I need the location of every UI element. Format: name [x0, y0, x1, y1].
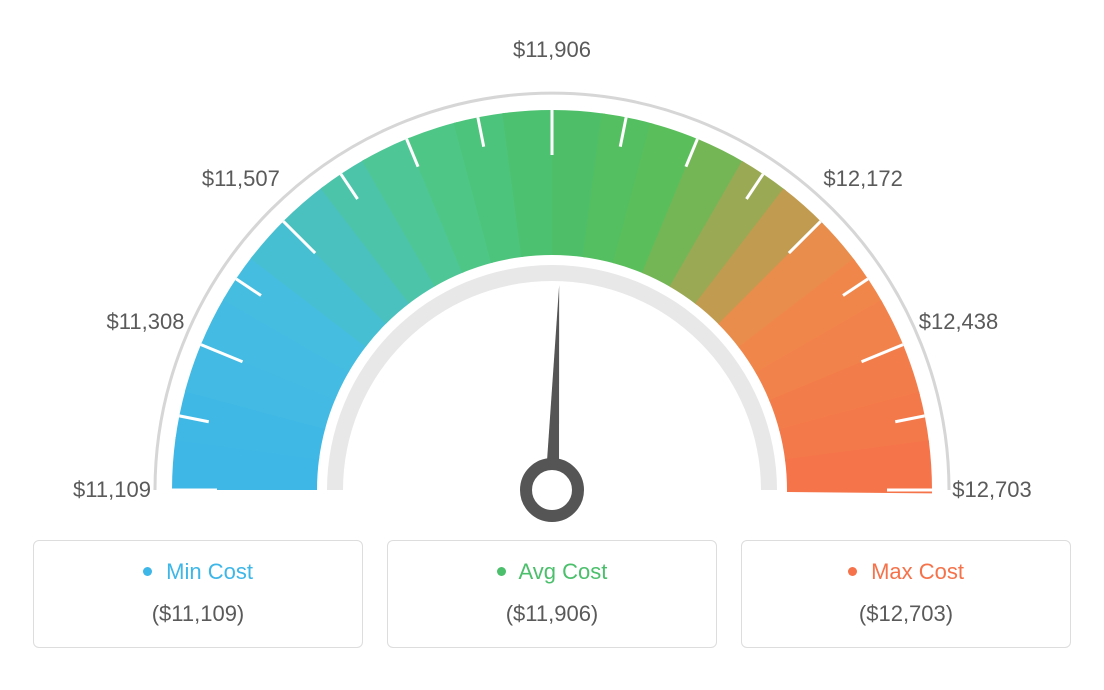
avg-title-text: Avg Cost: [519, 559, 608, 584]
gauge-tick-label: $12,703: [952, 477, 1032, 503]
summary-cards: Min Cost ($11,109) Avg Cost ($11,906) Ma…: [33, 540, 1071, 648]
gauge-tick-label: $12,438: [919, 309, 999, 335]
gauge-tick-label: $11,507: [202, 166, 280, 192]
min-cost-card: Min Cost ($11,109): [33, 540, 363, 648]
avg-cost-value: ($11,906): [388, 601, 716, 627]
avg-cost-title: Avg Cost: [388, 559, 716, 585]
max-cost-title: Max Cost: [742, 559, 1070, 585]
gauge-tick-label: $11,109: [73, 477, 151, 503]
avg-dot-icon: [497, 567, 506, 576]
gauge-tick-label: $11,906: [513, 37, 591, 63]
gauge-svg: [20, 20, 1084, 540]
min-cost-title: Min Cost: [34, 559, 362, 585]
max-cost-value: ($12,703): [742, 601, 1070, 627]
gauge-tick-label: $12,172: [823, 166, 903, 192]
min-cost-value: ($11,109): [34, 601, 362, 627]
max-title-text: Max Cost: [871, 559, 964, 584]
min-dot-icon: [143, 567, 152, 576]
max-dot-icon: [848, 567, 857, 576]
gauge-tick-label: $11,308: [107, 309, 185, 335]
avg-cost-card: Avg Cost ($11,906): [387, 540, 717, 648]
min-title-text: Min Cost: [166, 559, 253, 584]
cost-gauge: $11,109 $11,308 $11,507 $11,906 $12,172 $12,4…: [20, 20, 1084, 520]
max-cost-card: Max Cost ($12,703): [741, 540, 1071, 648]
